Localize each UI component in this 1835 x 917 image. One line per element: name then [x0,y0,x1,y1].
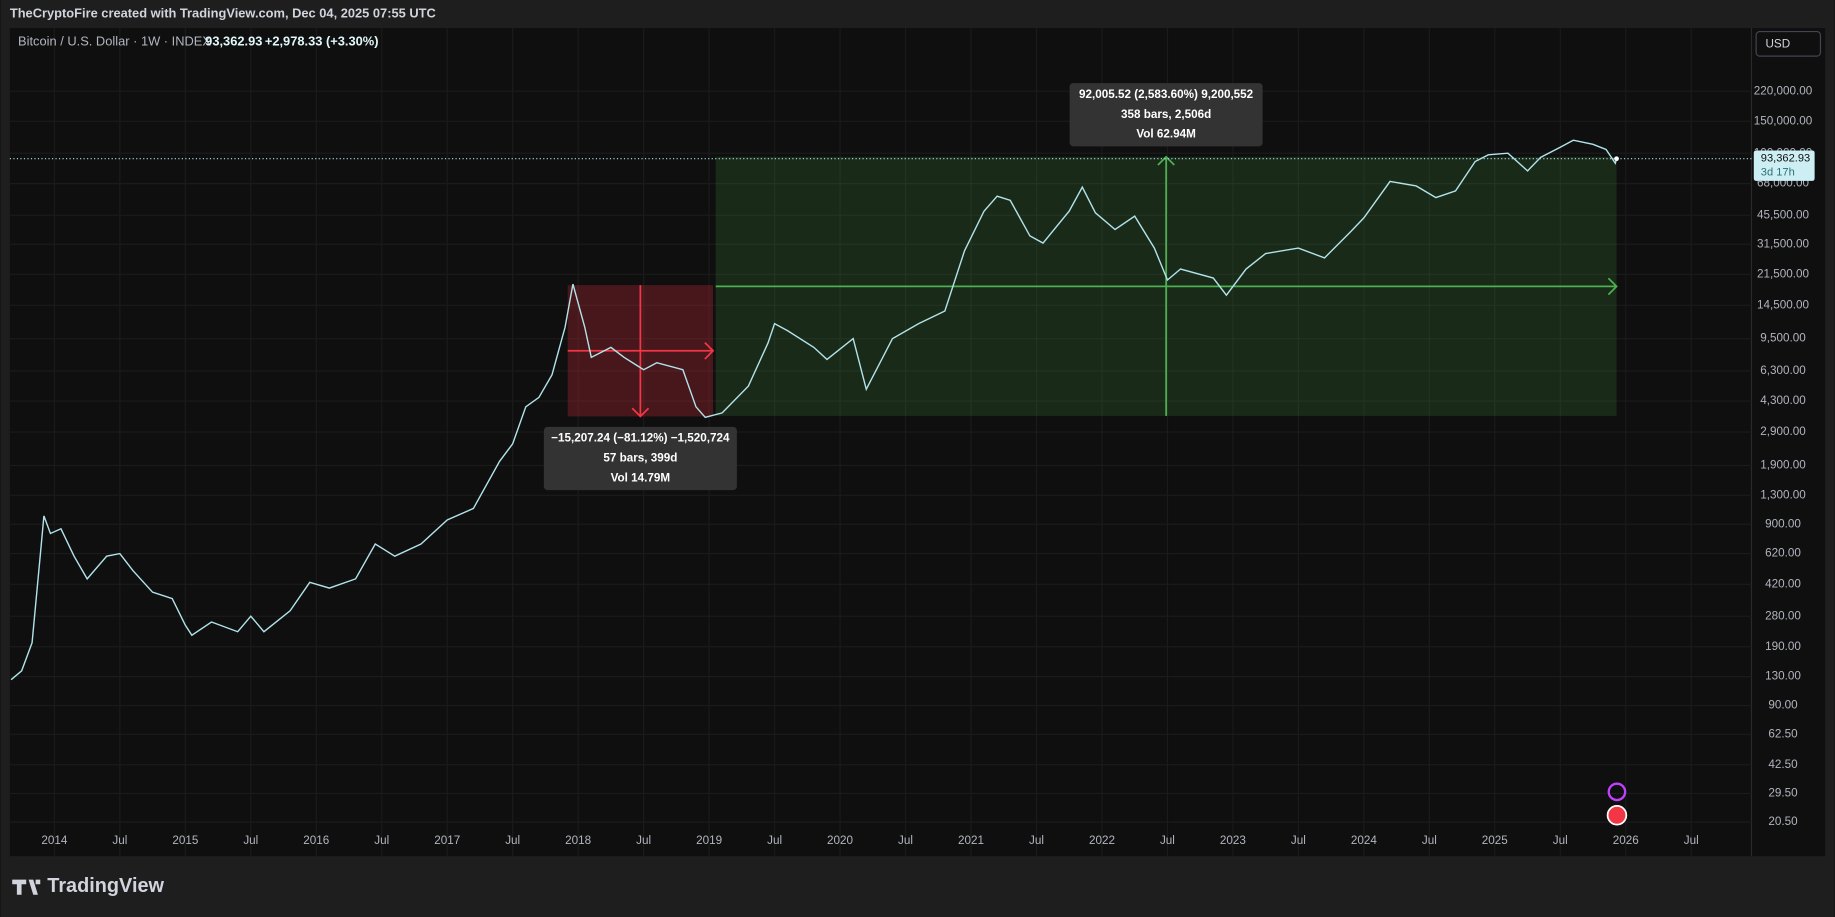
currency-label[interactable]: USD [1765,38,1790,51]
measure-label: −15,207.24 (−81.12%) −1,520,724 [551,432,730,445]
measure-label: Vol 14.79M [611,471,671,484]
x-tick-label: 2017 [434,834,460,847]
y-tick-label: 150,000.00 [1754,114,1813,127]
x-tick-label: 2020 [827,834,854,847]
x-tick-label: 2016 [303,834,329,847]
y-tick-label: 4,300.00 [1760,394,1806,407]
x-tick-label: Jul [1029,834,1044,847]
x-tick-label: 2026 [1613,834,1639,847]
x-tick-label: 2018 [565,834,591,847]
x-tick-label: 2021 [958,834,984,847]
x-tick-label: Jul [1553,834,1568,847]
x-tick-label: 2014 [41,834,68,847]
y-tick-label: 45,500.00 [1757,208,1809,221]
y-tick-label: 9,500.00 [1760,332,1806,345]
price-line [10,139,1618,681]
y-tick-label: 620.00 [1765,547,1801,560]
measure-label: 92,005.52 (2,583.60%) 9,200,552 [1079,88,1254,101]
legend-price: 93,362.93 [205,33,262,48]
currency-button[interactable] [1755,30,1822,57]
x-tick-label: Jul [1422,834,1437,847]
measure-label: Vol 62.94M [1136,128,1196,141]
measure-arrowhead [1157,155,1175,166]
measure-arrowhead [1607,277,1618,296]
y-tick-label: 21,500.00 [1757,267,1809,280]
measure-arrowhead [704,341,715,360]
y-tick-label: 42.50 [1768,758,1798,771]
y-tick-label: 31,500.00 [1757,237,1809,250]
y-tick-label: 1,300.00 [1760,488,1806,501]
x-tick-label: Jul [374,834,389,847]
x-tick-label: Jul [505,834,520,847]
brand-logo [12,879,41,895]
y-tick-label: 900.00 [1765,517,1801,530]
y-tick-label: 420.00 [1765,577,1801,590]
symbol: Bitcoin / U.S. Dollar · 1W · INDEX [18,33,211,48]
y-tick-label: 130.00 [1765,670,1801,683]
x-tick-label: Jul [636,834,651,847]
x-tick-label: Jul [898,834,913,847]
legend-change: +2,978.33 (+3.30%) [265,33,379,48]
y-tick-label: 62.50 [1768,727,1798,740]
y-tick-label: 2,900.00 [1760,425,1806,438]
grid [9,28,1752,857]
x-tick-label: 2019 [696,834,722,847]
x-tick-label: 2024 [1351,834,1378,847]
price-tag [1753,150,1815,181]
series [9,139,1752,681]
measure-label-bg [543,426,737,491]
x-tick-label: Jul [1684,834,1699,847]
x-tick-label: 2015 [172,834,199,847]
drawings: −15,207.24 (−81.12%) −1,520,724 57 bars, … [543,83,1618,491]
flag-icon[interactable] [1606,805,1628,826]
credit: TheCryptoFire created with TradingView.c… [10,5,436,20]
x-tick-label: Jul [112,834,127,847]
y-tick-label: 14,500.00 [1757,298,1809,311]
x-tick-label: Jul [1160,834,1175,847]
y-tick-label: 29.50 [1768,787,1798,800]
y-tick-label: 20.50 [1768,815,1798,828]
event-icon[interactable] [1607,782,1627,802]
x-tick-label: Jul [1291,834,1306,847]
y-tick-label: 190.00 [1765,640,1801,653]
brand: TradingView [47,875,164,897]
measure-label: 57 bars, 399d [603,452,677,465]
measure-label: 358 bars, 2,506d [1121,108,1211,121]
plot-area [9,28,1826,857]
measure-arrowhead [631,407,650,418]
x-tick-label: 2023 [1220,834,1246,847]
price-tag-label: 93,362.93 [1761,153,1810,165]
axes: 20.50 29.50 42.50 62.50 90.00 130.00 190.00 280… [41,84,1815,847]
y-tick-label: 90.00 [1768,699,1798,712]
x-tick-label: 2025 [1482,834,1509,847]
y-tick-label: 6,300.00 [1760,364,1806,377]
x-tick-label: Jul [767,834,782,847]
y-tick-label: 280.00 [1765,609,1801,622]
last-price-dot [1614,156,1619,162]
x-tick-label: Jul [243,834,258,847]
x-tick-label: 2022 [1089,834,1115,847]
y-tick-label: 220,000.00 [1754,84,1813,97]
measure-label-bg [1069,83,1263,147]
countdown: 3d 17h [1761,167,1795,179]
y-tick-label: 1,900.00 [1760,458,1806,471]
